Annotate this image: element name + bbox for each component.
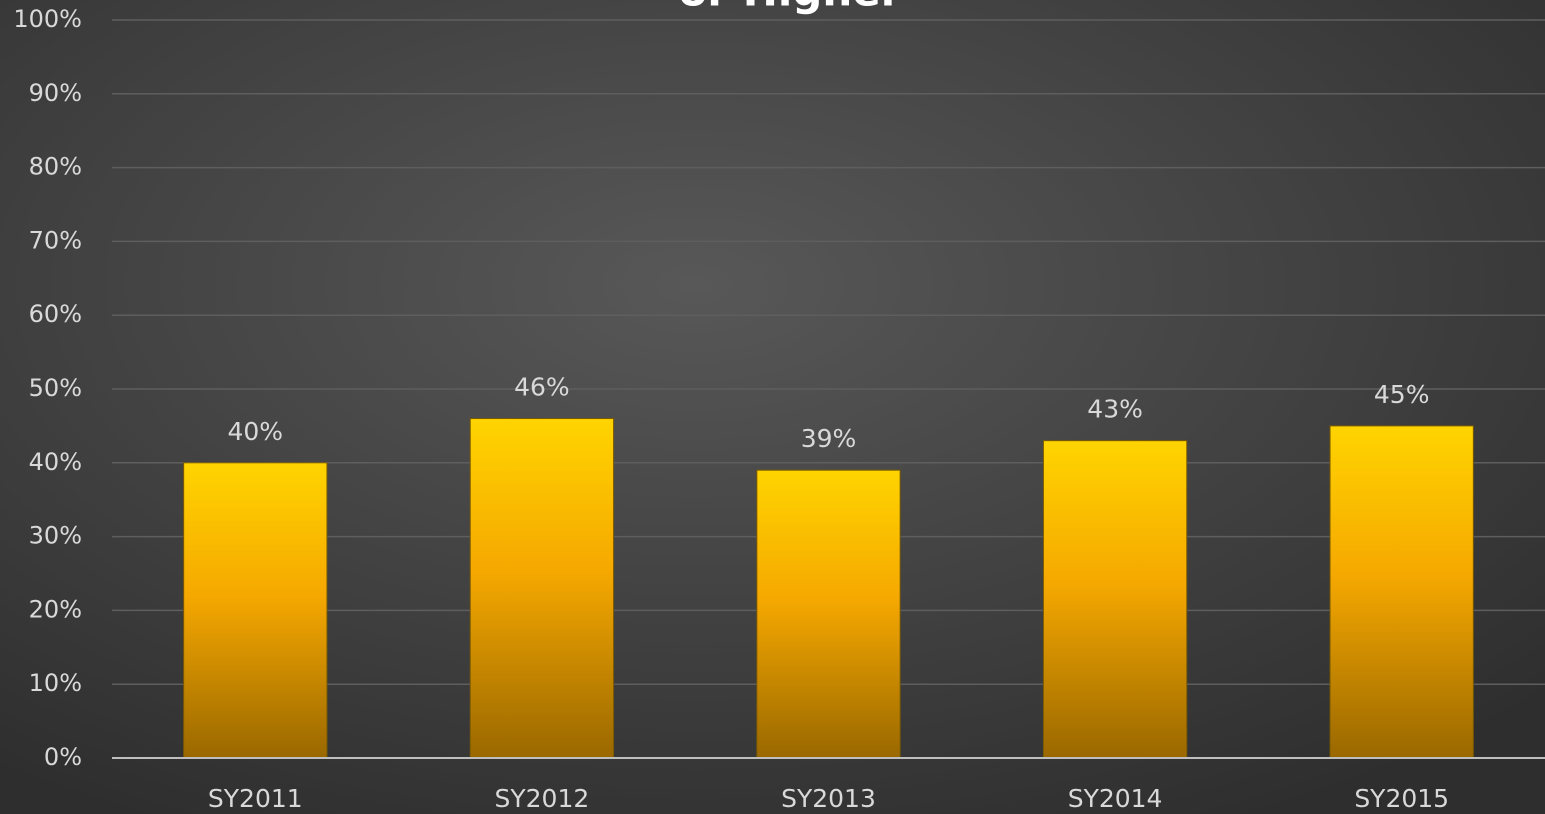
y-tick-label: 90% <box>29 79 82 107</box>
bar <box>183 462 328 759</box>
data-label: 40% <box>228 417 284 446</box>
chart-title: or Higher <box>679 0 902 16</box>
y-tick-label: 60% <box>29 300 82 328</box>
y-tick-label: 40% <box>29 448 82 476</box>
x-tick-label: SY2011 <box>208 784 303 813</box>
y-tick-label: 80% <box>29 153 82 181</box>
y-tick-label: 0% <box>44 743 82 771</box>
x-tick-label: SY2014 <box>1068 784 1163 813</box>
y-tick-label: 70% <box>29 226 82 254</box>
y-tick-label: 50% <box>29 374 82 402</box>
y-tick-label: 20% <box>29 595 82 623</box>
x-tick-label: SY2015 <box>1354 784 1449 813</box>
y-tick-label: 30% <box>29 522 82 550</box>
x-tick-label: SY2012 <box>495 784 590 813</box>
data-label: 43% <box>1087 395 1143 424</box>
data-label: 46% <box>514 373 570 402</box>
bar <box>469 418 615 759</box>
x-tick-label: SY2013 <box>781 784 876 813</box>
bar <box>1042 440 1188 759</box>
y-tick-label: 10% <box>29 669 82 697</box>
data-label: 45% <box>1374 380 1430 409</box>
y-tick-label: 100% <box>13 5 82 33</box>
bar <box>1329 425 1474 759</box>
data-label: 39% <box>801 424 857 453</box>
bar <box>756 469 901 759</box>
